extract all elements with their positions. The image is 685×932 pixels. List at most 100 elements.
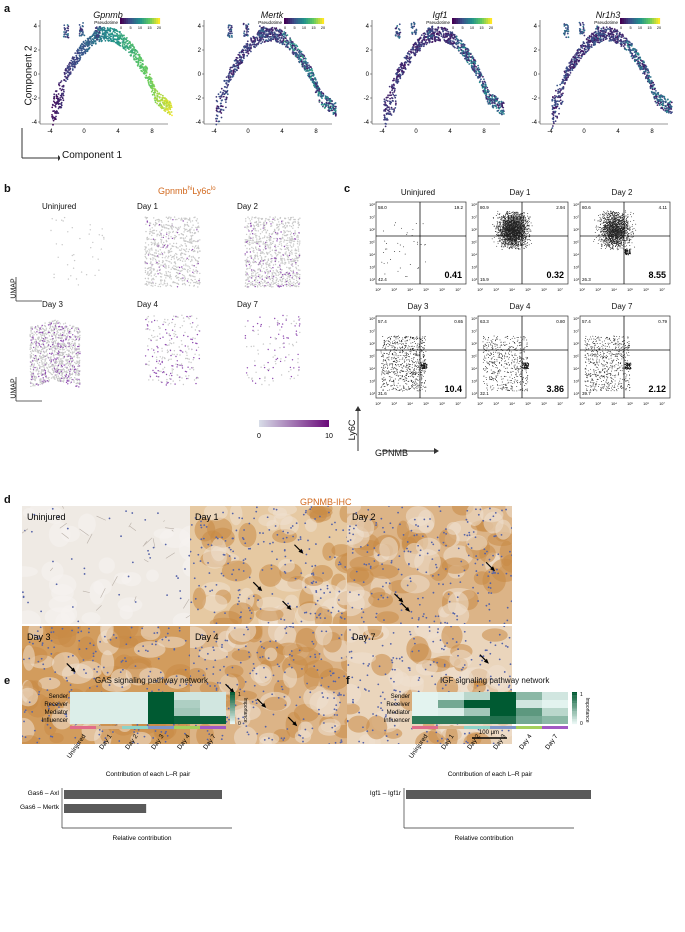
heat-col-label: Day 4 bbox=[176, 733, 192, 751]
heat-col-label: Day 4 bbox=[518, 733, 534, 751]
heat-cell bbox=[122, 692, 148, 700]
d-condition-label: Day 4 bbox=[195, 632, 219, 642]
a-ytick: -2 bbox=[364, 96, 370, 102]
heat-row-label: Mediator bbox=[387, 710, 410, 716]
e-title: GAS signaling pathway network bbox=[95, 676, 208, 685]
heat-cell bbox=[464, 700, 490, 708]
a-gene-title-gpnmb: Gpnmb bbox=[93, 10, 123, 20]
c-flow-plot-0: 58.0 19.242.4 0.4110⁸10⁷10⁶10⁵10⁴10³10²10²… bbox=[369, 201, 467, 292]
svg-text:5: 5 bbox=[293, 26, 295, 30]
heat-row-label: Influencer bbox=[42, 718, 68, 724]
heat-cell bbox=[412, 708, 438, 716]
a-xtick: 0 bbox=[582, 129, 586, 135]
heat-cell bbox=[438, 700, 464, 708]
a-ytick: 4 bbox=[366, 24, 370, 30]
heat-col-label: Day 3 bbox=[492, 733, 508, 751]
bar-label: Gas6 – Mertk bbox=[20, 804, 60, 811]
e-chart: Sender Receiver Mediator Influencer Uninjure… bbox=[20, 692, 248, 842]
heat-cell bbox=[122, 700, 148, 708]
a-xtick: 0 bbox=[246, 129, 250, 135]
heat-row-label: Mediator bbox=[45, 710, 68, 716]
a-xtick: -4 bbox=[211, 129, 217, 135]
b-condition-label: Uninjured bbox=[42, 202, 77, 211]
heat-row-label: Receiver bbox=[386, 702, 410, 708]
heat-cell bbox=[174, 692, 200, 700]
relative-label: Relative contribution bbox=[113, 835, 172, 842]
heat-cell bbox=[412, 716, 438, 724]
heat-cell bbox=[148, 708, 174, 716]
heat-cell bbox=[490, 692, 516, 700]
a-xtick: 8 bbox=[314, 129, 318, 135]
a-ytick: 0 bbox=[366, 72, 370, 78]
heat-cell bbox=[438, 708, 464, 716]
a-ytick: 4 bbox=[534, 24, 538, 30]
bar bbox=[64, 804, 147, 813]
contribution-title: Contribution of each L–R pair bbox=[106, 771, 191, 778]
heat-cell bbox=[464, 708, 490, 716]
a-xtick: 0 bbox=[414, 129, 418, 135]
heat-col-label: Day 2 bbox=[124, 733, 140, 751]
c-condition-label: Day 2 bbox=[611, 188, 633, 197]
a-ylabel: Component 2 bbox=[23, 45, 35, 106]
b-condition-label: Day 3 bbox=[42, 300, 63, 309]
a-ytick: 0 bbox=[534, 72, 538, 78]
c-gpnmb-percent: 0.41 bbox=[444, 270, 462, 280]
heat-cell bbox=[70, 716, 96, 724]
a-xlabel: Component 1 bbox=[62, 150, 123, 161]
b-condition-label: Day 2 bbox=[237, 202, 258, 211]
f-title: IGF signaling pathway network bbox=[440, 676, 550, 685]
a-gene-title-nr1h3: Nr1h3 bbox=[595, 10, 621, 20]
b-title: GpnmbhiLy6clo bbox=[158, 186, 216, 196]
heat-cell bbox=[96, 708, 122, 716]
heat-col-label: Uninjured bbox=[408, 733, 430, 760]
a-xtick: -4 bbox=[47, 129, 53, 135]
bar-label: Gas6 – Axl bbox=[28, 790, 60, 797]
heat-col-swatch bbox=[200, 726, 226, 729]
heat-cell bbox=[174, 716, 200, 724]
a-ytick: 0 bbox=[34, 72, 38, 78]
a-ytick: -4 bbox=[364, 120, 370, 126]
c-xlabel: GPNMB bbox=[375, 448, 409, 458]
heat-cell bbox=[542, 692, 568, 700]
svg-text:20: 20 bbox=[321, 26, 325, 30]
a-axis-arrows bbox=[21, 128, 60, 161]
svg-text:10: 10 bbox=[638, 26, 642, 30]
heat-col-swatch bbox=[516, 726, 542, 729]
svg-text:5: 5 bbox=[129, 26, 131, 30]
heat-col-label: Day 1 bbox=[440, 733, 456, 751]
heat-row-label: Sender bbox=[49, 694, 68, 700]
heat-cell bbox=[122, 716, 148, 724]
heat-cell bbox=[96, 692, 122, 700]
heat-col-swatch bbox=[122, 726, 148, 729]
heat-col-label: Day 7 bbox=[544, 733, 560, 751]
heat-cell bbox=[490, 700, 516, 708]
heat-cell bbox=[412, 692, 438, 700]
heat-cell bbox=[516, 708, 542, 716]
panel-label-b: b bbox=[4, 183, 11, 195]
heat-col-swatch bbox=[438, 726, 464, 729]
b-condition-label: Day 7 bbox=[237, 300, 258, 309]
b-umap-5 bbox=[244, 314, 301, 386]
panel-label-c: c bbox=[344, 183, 351, 195]
d-title: GPNMB-IHC bbox=[300, 497, 352, 507]
heat-cell bbox=[516, 692, 542, 700]
a-xtick: 4 bbox=[616, 129, 620, 135]
heat-col-label: Day 2 bbox=[466, 733, 482, 751]
bar bbox=[406, 790, 591, 799]
a-ytick: -4 bbox=[32, 120, 38, 126]
c-condition-label: Day 4 bbox=[509, 302, 531, 311]
heat-cell bbox=[70, 708, 96, 716]
heat-cell bbox=[200, 692, 226, 700]
svg-text:10: 10 bbox=[302, 26, 306, 30]
c-condition-label: Day 3 bbox=[407, 302, 429, 311]
c-axis-arrows bbox=[355, 406, 439, 454]
a-ytick: 2 bbox=[34, 48, 38, 54]
